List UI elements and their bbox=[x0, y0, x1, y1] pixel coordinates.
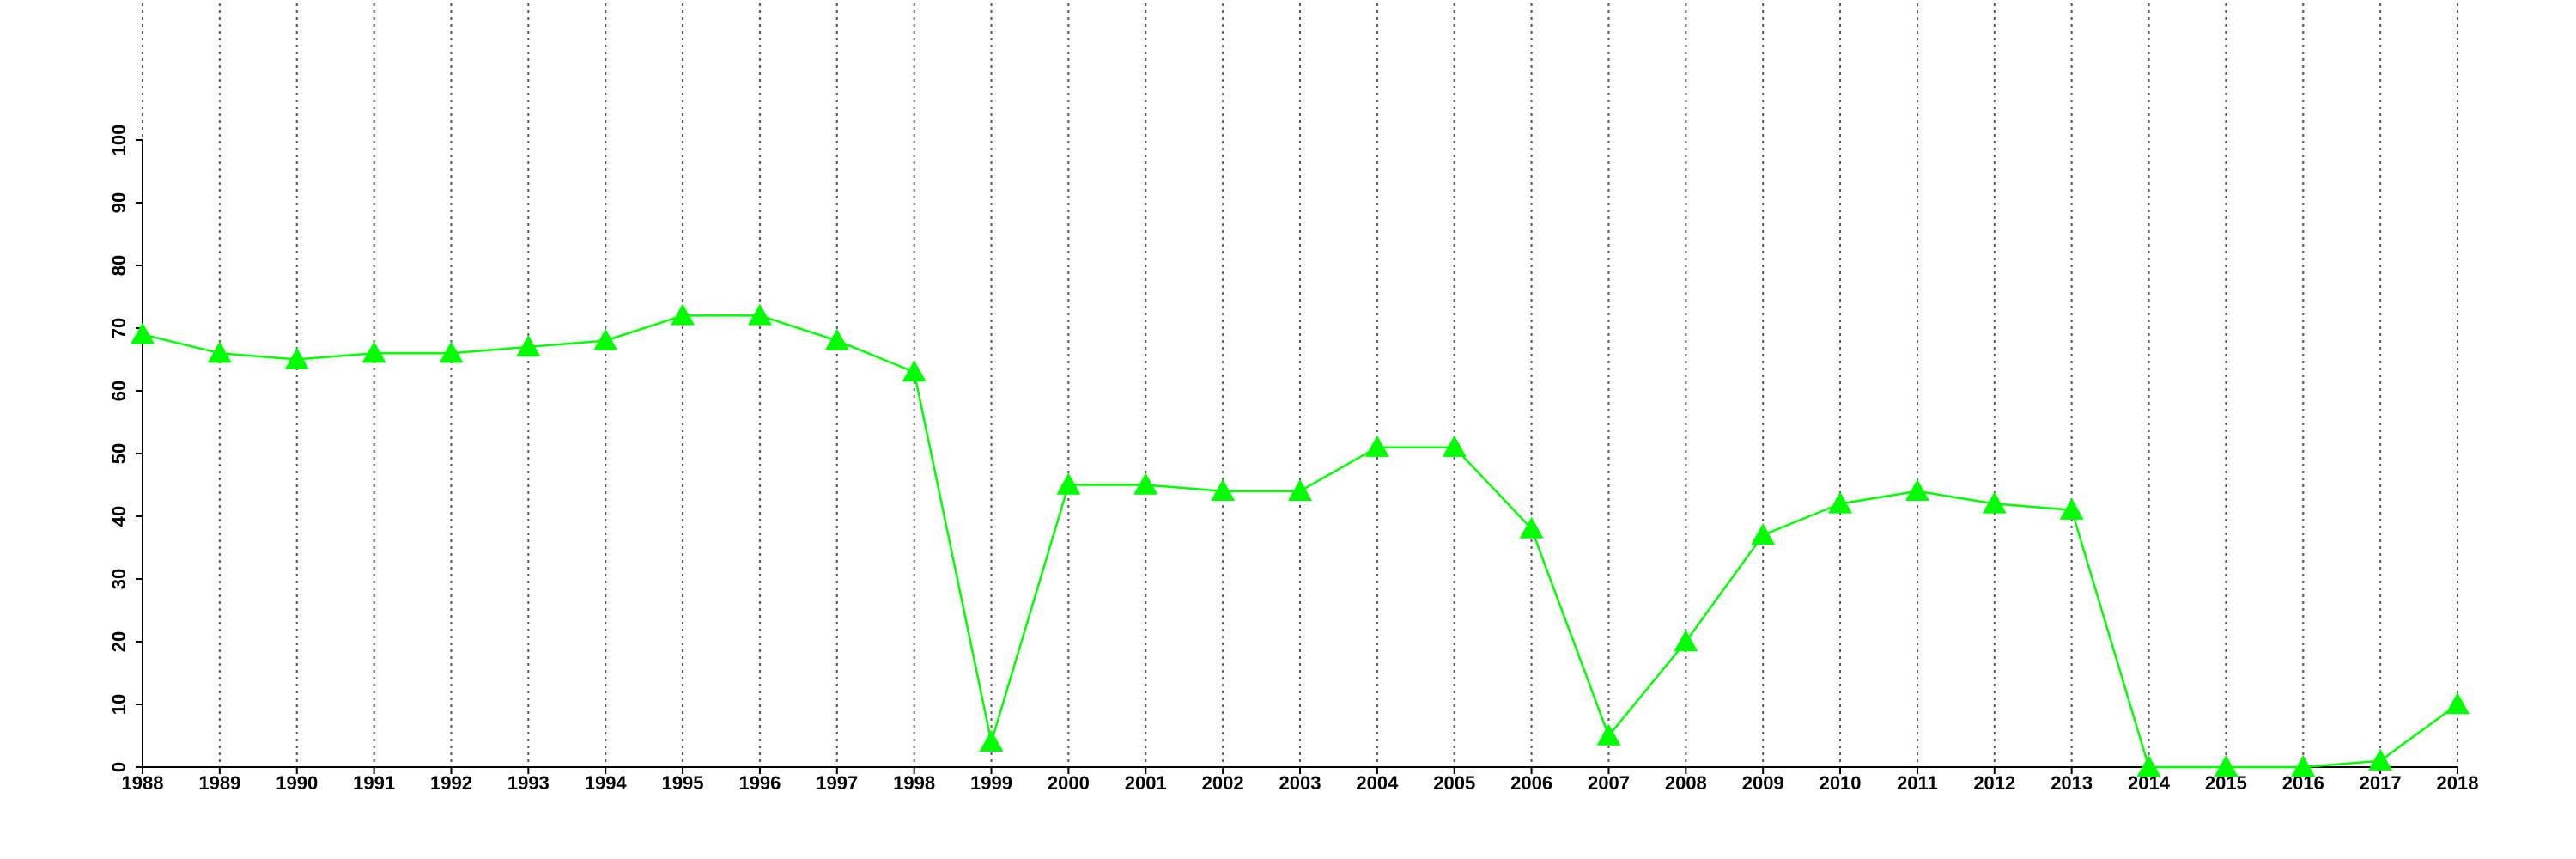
y-tick-label: 60 bbox=[108, 381, 130, 401]
data-point bbox=[979, 729, 1004, 752]
x-tick-label: 1996 bbox=[738, 772, 781, 794]
data-point bbox=[2214, 755, 2239, 777]
y-tick-label: 0 bbox=[108, 762, 130, 772]
y-tick-label: 80 bbox=[108, 255, 130, 276]
x-tick-label: 2008 bbox=[1665, 772, 1707, 794]
data-point bbox=[1905, 478, 1929, 501]
data-point bbox=[1596, 723, 1621, 746]
x-tick-label: 2017 bbox=[2360, 772, 2402, 794]
x-tick-label: 1999 bbox=[970, 772, 1012, 794]
data-point bbox=[516, 334, 541, 357]
y-tick-label: 70 bbox=[108, 318, 130, 338]
data-point bbox=[593, 328, 618, 350]
y-tick-label: 50 bbox=[108, 443, 130, 464]
x-tick-label: 1988 bbox=[122, 772, 164, 794]
x-tick-label: 1998 bbox=[893, 772, 935, 794]
data-point bbox=[1056, 472, 1081, 495]
x-tick-label: 2018 bbox=[2437, 772, 2479, 794]
data-point bbox=[2291, 755, 2316, 777]
data-point bbox=[2059, 497, 2084, 520]
data-point bbox=[671, 303, 696, 326]
x-tick-label: 2006 bbox=[1510, 772, 1552, 794]
x-tick-label: 2013 bbox=[2050, 772, 2093, 794]
data-point bbox=[1211, 478, 1236, 501]
x-tick-label: 1992 bbox=[430, 772, 472, 794]
y-tick-label: 100 bbox=[108, 125, 130, 156]
y-tick-label: 10 bbox=[108, 694, 130, 715]
x-tick-label: 2003 bbox=[1279, 772, 1321, 794]
data-point bbox=[1982, 491, 2007, 514]
data-point bbox=[2445, 692, 2470, 715]
data-point bbox=[439, 341, 464, 363]
y-tick-label: 90 bbox=[108, 192, 130, 213]
x-tick-label: 2000 bbox=[1048, 772, 1090, 794]
data-point bbox=[747, 303, 772, 326]
x-tick-label: 1993 bbox=[507, 772, 550, 794]
x-tick-label: 2001 bbox=[1125, 772, 1167, 794]
y-tick-label: 20 bbox=[108, 631, 130, 652]
data-point bbox=[1442, 435, 1467, 457]
x-tick-label: 2011 bbox=[1897, 772, 1938, 794]
x-tick-label: 2010 bbox=[1820, 772, 1862, 794]
y-tick-label: 30 bbox=[108, 569, 130, 589]
x-tick-label: 1994 bbox=[585, 772, 628, 794]
data-point bbox=[1288, 478, 1312, 501]
data-point bbox=[902, 360, 927, 382]
data-point bbox=[207, 341, 232, 363]
x-tick-label: 2009 bbox=[1742, 772, 1784, 794]
x-tick-label: 1990 bbox=[276, 772, 318, 794]
x-tick-label: 1991 bbox=[353, 772, 395, 794]
x-tick-label: 2002 bbox=[1202, 772, 1244, 794]
data-point bbox=[2368, 748, 2393, 771]
data-point bbox=[284, 347, 309, 369]
data-point bbox=[1364, 435, 1389, 457]
data-point bbox=[1133, 472, 1158, 495]
data-point bbox=[361, 341, 386, 363]
data-point bbox=[1751, 522, 1776, 545]
data-point bbox=[1674, 630, 1698, 652]
x-tick-label: 2005 bbox=[1433, 772, 1475, 794]
x-tick-label: 2004 bbox=[1356, 772, 1399, 794]
data-point bbox=[1828, 491, 1853, 514]
data-point bbox=[824, 328, 849, 350]
x-tick-label: 1995 bbox=[662, 772, 704, 794]
data-point bbox=[2136, 755, 2161, 777]
data-point bbox=[1519, 516, 1544, 539]
x-tick-label: 1989 bbox=[198, 772, 240, 794]
x-tick-label: 1997 bbox=[816, 772, 858, 794]
x-tick-label: 2007 bbox=[1588, 772, 1630, 794]
y-tick-label: 40 bbox=[108, 506, 130, 527]
x-tick-label: 2012 bbox=[1973, 772, 2015, 794]
data-point bbox=[131, 322, 155, 344]
